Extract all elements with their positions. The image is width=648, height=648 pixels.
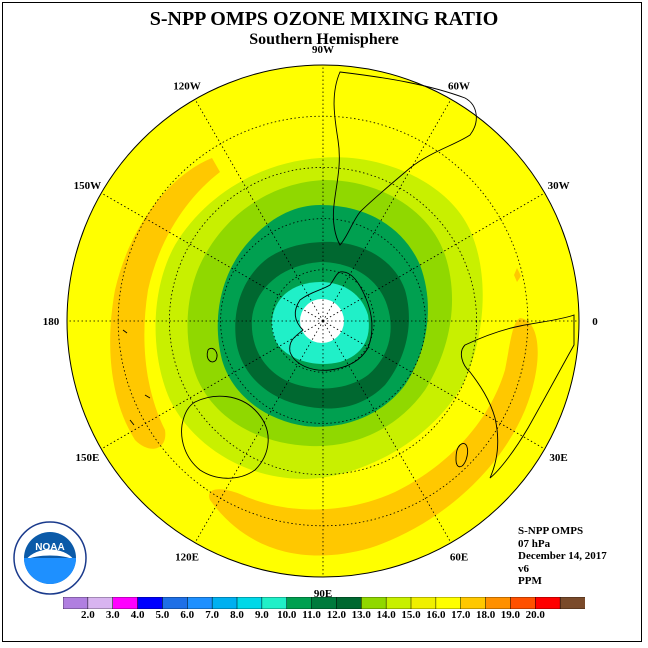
colorbar-label: 19.0 — [500, 609, 521, 621]
colorbar-swatch — [286, 597, 313, 609]
map-subtitle: Southern Hemisphere — [249, 31, 399, 48]
info-level: 07 hPa — [518, 537, 551, 550]
colorbar-labels: 2.0 3.0 4.0 5.0 6.0 7.0 8.0 9.0 10.0 11.0 12.0 13.0… — [63, 609, 585, 623]
meridian-line — [322, 99, 452, 322]
latitude-circle — [271, 269, 375, 373]
colorbar-swatch — [63, 597, 89, 609]
meridian-line — [194, 99, 324, 322]
colorbar-swatch — [87, 597, 114, 609]
ozone-16-17-region-east — [209, 318, 538, 556]
logo-text: NOAA — [35, 542, 64, 553]
colorbar-swatch — [187, 597, 213, 609]
colorbar-label: 16.0 — [426, 609, 446, 621]
colorbar-swatch — [385, 597, 412, 609]
colorbar-label: 3.0 — [105, 609, 120, 621]
colorbar-swatch — [535, 597, 561, 609]
latitude-circle — [220, 218, 426, 424]
graticule — [67, 65, 579, 577]
colorbar-label: 2.0 — [81, 609, 95, 621]
colorbar — [63, 597, 585, 609]
meridian-line — [322, 320, 545, 450]
meridian-line — [322, 320, 452, 543]
colorbar-swatch — [485, 597, 512, 609]
info-instrument: S-NPP OMPS — [518, 525, 584, 537]
colorbar-swatch — [311, 597, 338, 609]
info-units: PPM — [518, 575, 542, 587]
noaa-logo: NOAA — [13, 521, 87, 595]
colorbar-label: 5.0 — [155, 609, 170, 621]
colorbar-label: 4.0 — [130, 609, 145, 621]
colorbar-swatch — [137, 597, 164, 609]
colorbar-swatch — [261, 597, 288, 609]
colorbar-swatch — [112, 597, 139, 609]
colorbar-swatch — [410, 597, 437, 609]
colorbar-swatch — [162, 597, 189, 609]
longitude-label: 90W — [312, 44, 334, 56]
colorbar-swatch — [361, 597, 387, 609]
colorbar-swatch — [460, 597, 487, 609]
ozone-16-17-region-west — [110, 158, 220, 449]
colorbar-label: 17.0 — [451, 609, 471, 621]
colorbar-label: 20.0 — [525, 609, 545, 621]
longitude-label: 30W — [548, 180, 570, 192]
meridian-line — [101, 192, 324, 322]
latitude-circle — [168, 166, 478, 476]
longitude-label: 150W — [74, 180, 102, 192]
colorbar-label: 9.0 — [255, 609, 269, 621]
longitude-label: 120E — [175, 552, 199, 564]
colorbar-swatch — [510, 597, 537, 609]
longitude-label: 150E — [75, 452, 99, 464]
longitude-label: 120W — [173, 80, 201, 92]
plot-frame — [2, 2, 642, 642]
colorbar-label: 13.0 — [351, 609, 371, 621]
meridian-line — [194, 320, 324, 543]
colorbar-swatch — [236, 597, 263, 609]
longitude-label: 30E — [549, 452, 567, 464]
colorbar-swatch — [211, 597, 238, 609]
colorbar-label: 12.0 — [326, 609, 347, 621]
info-panel: S-NPP OMPS 07 hPa December 14, 2017 v6 P… — [518, 525, 607, 588]
globe-boundary — [66, 64, 580, 578]
colorbar-label: 8.0 — [230, 609, 244, 621]
colorbar-swatch — [336, 597, 363, 609]
colorbar-label: 10.0 — [277, 609, 297, 621]
colorbar-label: 6.0 — [180, 609, 195, 621]
colorbar-label: 7.0 — [205, 609, 219, 621]
longitude-label: 60E — [450, 552, 468, 564]
info-date: December 14, 2017 — [518, 550, 607, 562]
meridian-line — [322, 192, 545, 322]
colorbar-label: 15.0 — [401, 609, 421, 621]
colorbar-swatch — [559, 597, 585, 609]
colorbar-label: 11.0 — [302, 609, 321, 621]
colorbar-label: 14.0 — [376, 609, 396, 621]
coastlines — [122, 71, 575, 479]
info-version: v6 — [518, 562, 529, 575]
colorbar-label: 18.0 — [475, 609, 496, 621]
longitude-label: 0 — [592, 316, 598, 328]
colorbar-swatch — [435, 597, 462, 609]
longitude-label: 60W — [448, 80, 470, 92]
ozone-16-17-blob — [514, 268, 521, 282]
meridian-line — [101, 320, 324, 450]
longitude-label: 180 — [43, 316, 60, 328]
map-title: S-NPP OMPS OZONE MIXING RATIO — [149, 8, 499, 30]
